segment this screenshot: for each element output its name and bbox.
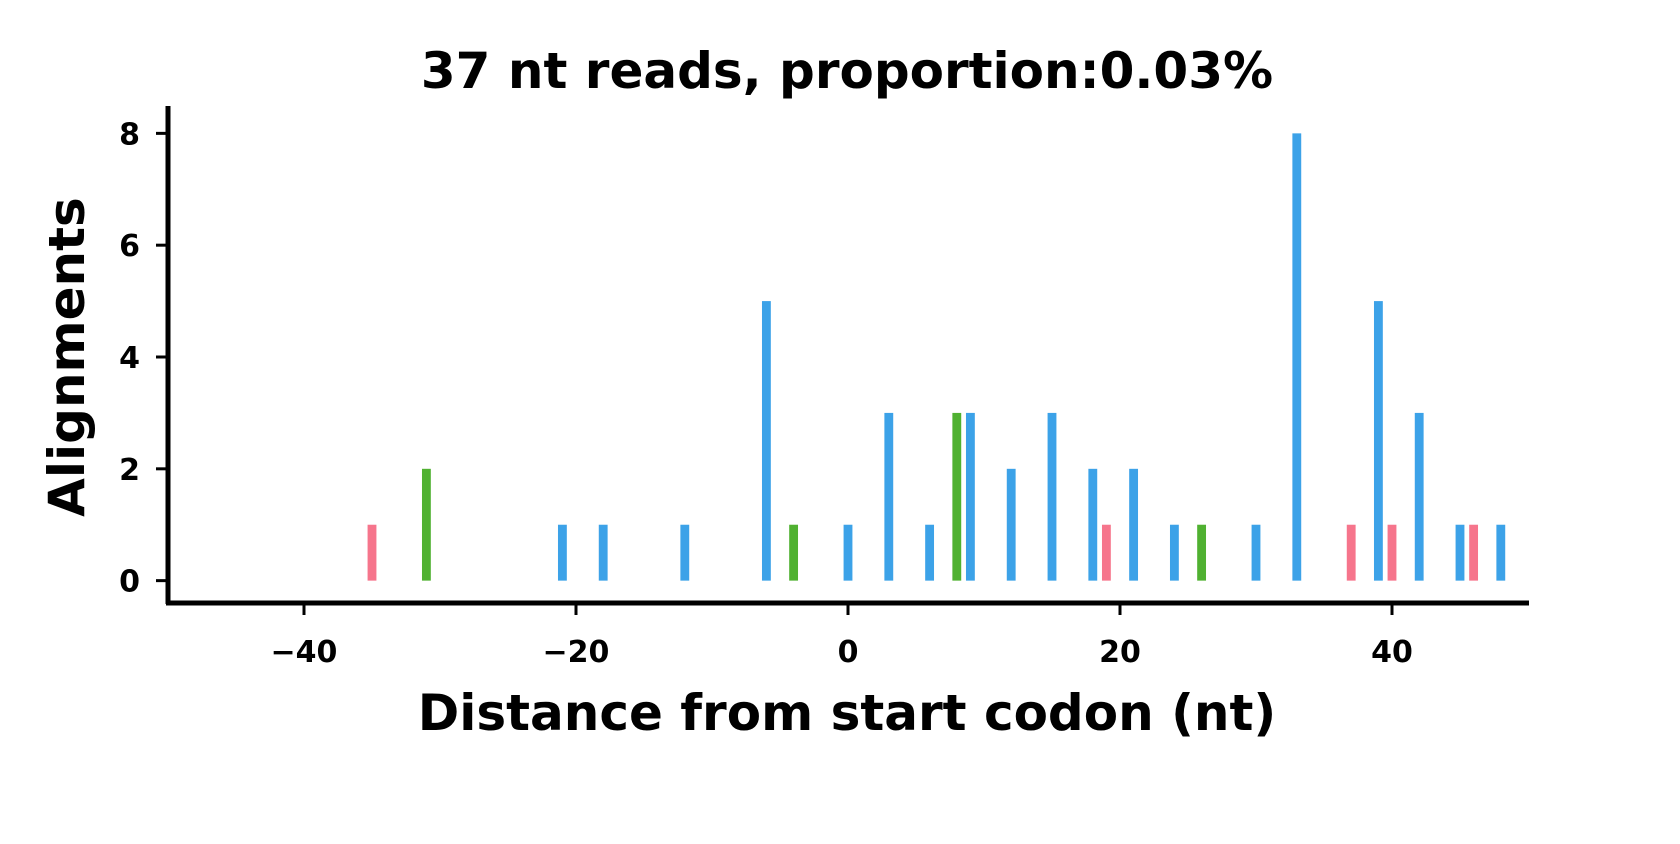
bar-8 — [952, 412, 962, 581]
x-tick-label: 20 — [1099, 635, 1141, 670]
bar-18 — [1088, 468, 1098, 581]
y-axis-label: Alignments — [38, 197, 96, 517]
bar-26 — [1197, 524, 1207, 581]
x-axis-label: Distance from start codon (nt) — [418, 684, 1277, 742]
y-tick-label: 4 — [119, 341, 140, 376]
bar--6 — [761, 301, 771, 581]
y-ticks: 0 2 4 6 8 — [119, 117, 168, 600]
chart-title: 37 nt reads, proportion:0.03% — [421, 42, 1273, 100]
bar-45 — [1455, 524, 1465, 581]
x-ticks: −40 −20 0 20 40 — [271, 603, 1413, 670]
bar-40 — [1387, 524, 1397, 581]
bar-12 — [1006, 468, 1016, 581]
bar-3 — [884, 412, 894, 581]
bar--12 — [680, 524, 690, 581]
y-tick-label: 8 — [119, 117, 140, 152]
bar-6 — [925, 524, 935, 581]
bar-48 — [1496, 524, 1506, 581]
bar-9 — [965, 412, 975, 581]
x-tick-label: −20 — [543, 635, 610, 670]
bar-21 — [1129, 468, 1139, 581]
bar-33 — [1292, 133, 1302, 581]
bar-0 — [843, 524, 853, 581]
bar-30 — [1251, 524, 1261, 581]
y-tick-label: 6 — [119, 229, 140, 264]
y-tick-label: 0 — [119, 565, 140, 600]
bar-46 — [1469, 524, 1479, 581]
bar-19 — [1101, 524, 1111, 581]
x-tick-label: −40 — [271, 635, 338, 670]
bar--35 — [367, 524, 377, 581]
x-tick-label: 40 — [1371, 635, 1413, 670]
bar-15 — [1047, 412, 1057, 581]
bar--31 — [421, 468, 431, 581]
bars — [367, 133, 1506, 581]
bar-39 — [1373, 301, 1383, 581]
y-tick-label: 2 — [119, 453, 140, 488]
bar--4 — [789, 524, 799, 581]
x-tick-label: 0 — [838, 635, 859, 670]
bar-24 — [1169, 524, 1179, 581]
bar-37 — [1346, 524, 1356, 581]
bar-42 — [1414, 412, 1424, 581]
bar--18 — [598, 524, 608, 581]
bar--21 — [557, 524, 567, 581]
